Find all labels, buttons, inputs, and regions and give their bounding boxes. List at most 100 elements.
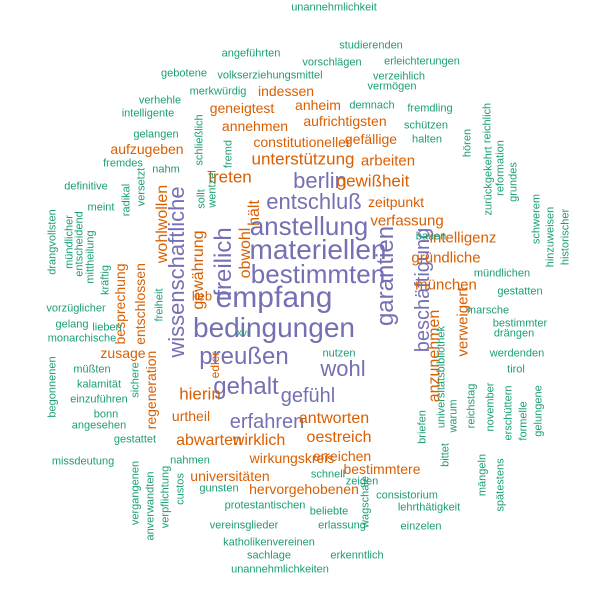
word-8: entschluß bbox=[266, 189, 362, 214]
word-20: hält bbox=[246, 200, 263, 226]
word-4: bestimmten bbox=[250, 259, 386, 289]
word-86: zurückgekehrt bbox=[482, 146, 495, 216]
word-42: geneigtest bbox=[209, 100, 275, 116]
word-64: verzeihlich bbox=[373, 70, 425, 83]
word-11: garantien bbox=[372, 225, 399, 327]
word-75: reichlich bbox=[481, 102, 494, 144]
word-54: bestimmtere bbox=[343, 461, 421, 477]
word-118: angesehen bbox=[71, 419, 127, 432]
word-141: consistorium bbox=[376, 489, 438, 502]
word-31: intelligenz bbox=[429, 229, 497, 247]
word-106: drängen bbox=[493, 327, 535, 340]
word-95: hinzuweisen bbox=[544, 206, 557, 268]
word-129: schnell bbox=[310, 468, 346, 481]
word-89: drangvollsten bbox=[46, 209, 59, 275]
word-51: urtheil bbox=[171, 408, 211, 424]
word-149: erkenntlich bbox=[330, 549, 384, 562]
word-59: angeführten bbox=[221, 47, 281, 60]
word-134: gunsten bbox=[199, 482, 239, 495]
word-43: indessen bbox=[257, 83, 315, 99]
word-110: werdenden bbox=[489, 347, 545, 360]
word-5: anstellung bbox=[249, 211, 369, 241]
word-73: halten bbox=[412, 133, 442, 146]
word-44: aufzugeben bbox=[110, 141, 184, 157]
word-79: definitive bbox=[64, 180, 108, 193]
word-92: mittheilung bbox=[84, 230, 97, 284]
word-46: entschlossen bbox=[132, 263, 148, 345]
word-101: gelang bbox=[55, 318, 89, 331]
word-69: fremdling bbox=[407, 102, 453, 115]
word-56: hervorgehobenen bbox=[249, 481, 359, 497]
word-102: lieben bbox=[92, 321, 122, 334]
word-33: münchen bbox=[415, 276, 477, 294]
word-82: wentzel bbox=[206, 170, 219, 208]
word-2: bedingungen bbox=[193, 312, 355, 343]
word-25: abwarten bbox=[176, 432, 242, 449]
word-57: unannehmlichkeit bbox=[291, 1, 377, 14]
word-66: vermögen bbox=[367, 80, 417, 93]
word-38: constitutioneller bbox=[253, 134, 351, 150]
word-53: erreichen bbox=[312, 448, 372, 464]
word-113: kalamität bbox=[76, 378, 122, 391]
word-150: unannehmlichkeiten bbox=[231, 563, 329, 576]
word-151: xvi bbox=[236, 328, 250, 339]
word-148: sachlage bbox=[246, 549, 292, 562]
word-13: wohl bbox=[320, 356, 366, 381]
word-126: gestattet bbox=[113, 433, 157, 446]
word-35: arbeiten bbox=[360, 152, 416, 170]
word-3: materiellen bbox=[249, 234, 387, 265]
word-58: studierenden bbox=[339, 39, 403, 52]
word-49: lieb bbox=[191, 288, 213, 304]
word-60: vorschlägen bbox=[302, 56, 362, 69]
word-97: mündlichen bbox=[473, 267, 531, 280]
word-136: bittet bbox=[439, 443, 452, 467]
word-24: hierin bbox=[179, 384, 221, 404]
word-132: verpflichtung bbox=[159, 465, 172, 529]
word-36: zeitpunkt bbox=[367, 194, 425, 210]
word-88: grundes bbox=[507, 162, 520, 202]
word-138: spätestens bbox=[494, 458, 507, 512]
word-108: universitätsbibliothek bbox=[435, 325, 448, 429]
word-96: historischer bbox=[559, 208, 572, 266]
word-104: marsche bbox=[466, 304, 510, 317]
word-63: volkserziehungsmittel bbox=[217, 69, 323, 82]
word-14: gefühl bbox=[280, 385, 336, 407]
word-78: schließlich bbox=[193, 114, 206, 166]
word-1: empfang bbox=[215, 281, 333, 314]
word-122: gelungene bbox=[532, 385, 545, 437]
word-39: annehmen bbox=[221, 118, 289, 134]
word-62: gebotene bbox=[161, 67, 207, 80]
word-94: schwerem bbox=[530, 193, 543, 245]
word-7: gehalt bbox=[213, 373, 279, 400]
word-144: vereinsglieder bbox=[209, 519, 279, 532]
word-48: regeneration bbox=[143, 350, 159, 430]
word-6: preußen bbox=[199, 343, 289, 370]
word-146: einzelen bbox=[400, 520, 442, 533]
word-80: radikal bbox=[120, 183, 133, 217]
word-111: begonnenen bbox=[46, 356, 59, 418]
word-98: gestatten bbox=[497, 285, 543, 298]
word-18: unterstützung bbox=[251, 149, 355, 169]
word-68: demnach bbox=[349, 99, 395, 112]
word-112: müßten bbox=[73, 363, 111, 376]
word-115: tirol bbox=[507, 363, 525, 376]
word-107: freiheit bbox=[153, 288, 166, 322]
word-22: wohlwollen bbox=[154, 184, 171, 264]
word-37: gefällige bbox=[344, 131, 398, 147]
word-30: verfassung bbox=[370, 212, 444, 230]
word-52: wirkungskreis bbox=[249, 450, 335, 466]
word-127: missdeutung bbox=[51, 455, 115, 468]
word-87: reformation bbox=[494, 140, 507, 196]
word-70: intelligente bbox=[121, 107, 175, 120]
word-119: november bbox=[484, 382, 497, 432]
word-137: mängeln bbox=[476, 453, 489, 497]
word-61: erleichterungen bbox=[384, 55, 460, 68]
word-55: universitäten bbox=[190, 468, 270, 484]
word-100: vorzüglicher bbox=[46, 302, 106, 315]
word-120: erschüttern bbox=[502, 385, 515, 441]
word-15: erfahren bbox=[229, 411, 305, 433]
word-140: beliebte bbox=[309, 505, 349, 518]
word-85: sollt bbox=[195, 189, 208, 209]
word-121: formelle bbox=[517, 401, 530, 441]
